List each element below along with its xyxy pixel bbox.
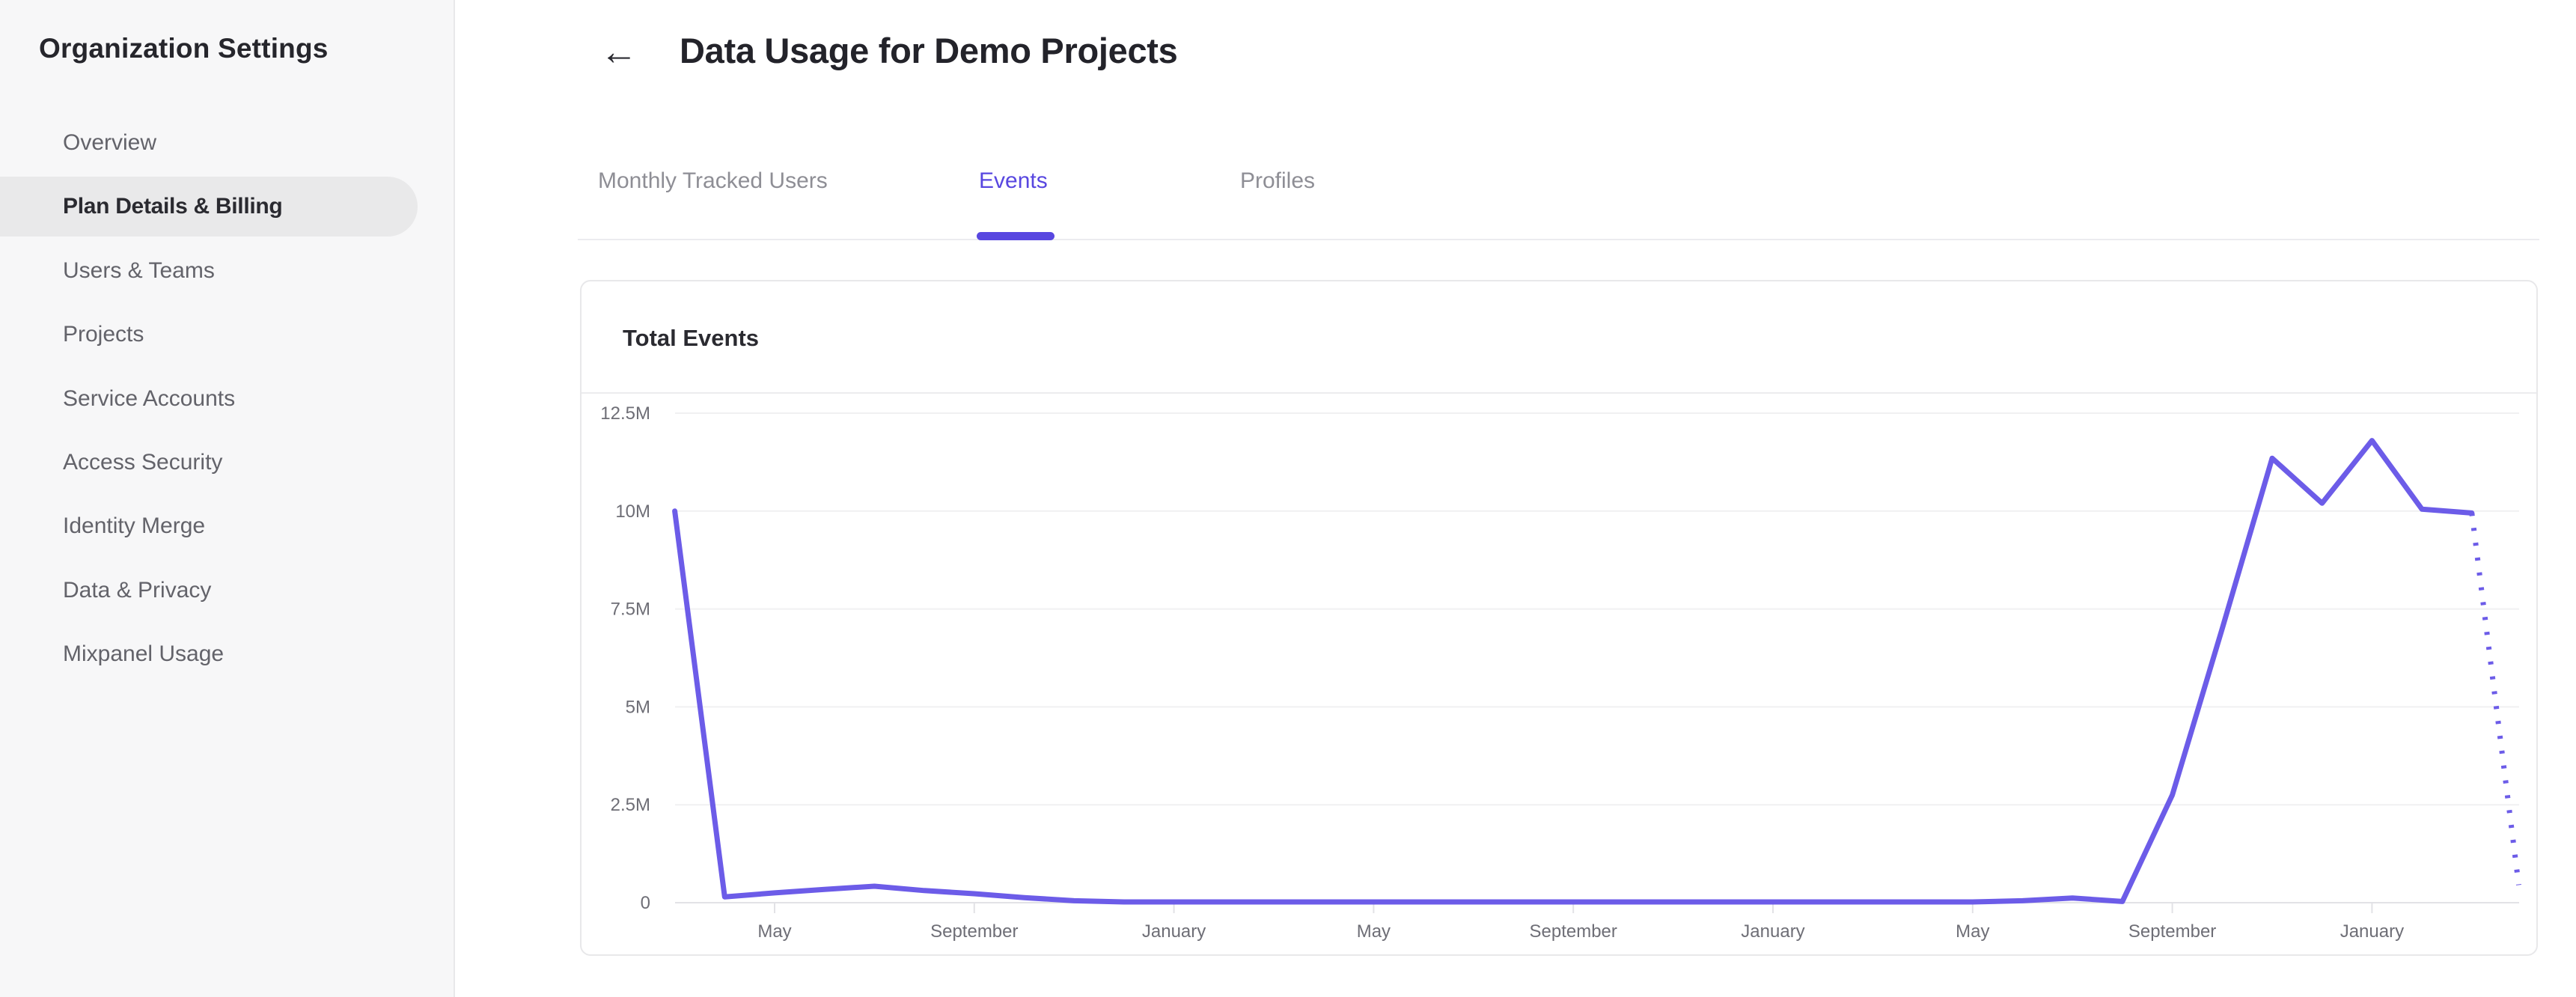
x-axis-label-5: January <box>1741 921 1804 942</box>
sidebar-item-label: Projects <box>63 322 144 347</box>
y-axis-label-0: 0 <box>641 893 650 913</box>
sidebar-item-overview[interactable]: Overview <box>0 111 455 175</box>
back-button[interactable]: ← <box>600 31 638 73</box>
y-axis-label-2.5M: 2.5M <box>611 795 650 815</box>
x-axis-label-1: September <box>930 921 1018 942</box>
x-axis-label-3: May <box>1357 921 1391 942</box>
tab-profiles[interactable]: Profiles <box>1240 168 1316 193</box>
tab-bar-divider <box>578 239 2539 240</box>
sidebar-item-users-teams[interactable]: Users & Teams <box>0 239 455 303</box>
sidebar-item-identity-merge[interactable]: Identity Merge <box>0 494 455 558</box>
active-item-pill <box>0 177 418 237</box>
x-axis-label-6: May <box>1956 921 1989 942</box>
sidebar-item-label: Access Security <box>63 450 223 475</box>
y-axis-label-10M: 10M <box>615 501 650 522</box>
events-line-chart: 0 2.5M 5M 7.5M 10M 12.5M May September January Ma… <box>600 403 2521 942</box>
card-title: Total Events <box>623 325 760 351</box>
sidebar-item-mixpanel-usage[interactable]: Mixpanel Usage <box>0 622 455 686</box>
tab-monthly-tracked-users[interactable]: Monthly Tracked Users <box>598 168 828 193</box>
sidebar-item-label: Users & Teams <box>63 257 215 283</box>
sidebar-item-plan-details-billing[interactable]: Plan Details & Billing <box>0 174 455 239</box>
x-axis-label-0: May <box>757 921 791 942</box>
x-axis-label-7: September <box>2128 921 2216 942</box>
x-axis-label-4: September <box>1529 921 1617 942</box>
sidebar-item-data-privacy[interactable]: Data & Privacy <box>0 558 455 623</box>
x-axis-label-8: January <box>2340 921 2404 942</box>
active-tab-indicator <box>977 232 1054 240</box>
card-header: Total Events <box>582 281 2536 394</box>
projected-series-segment-dotted <box>2469 512 2521 885</box>
sidebar-item-label: Data & Privacy <box>63 577 212 603</box>
sidebar-item-label: Plan Details & Billing <box>63 194 283 219</box>
page-title: Data Usage for Demo Projects <box>680 31 1178 70</box>
y-axis-label-12.5M: 12.5M <box>600 403 650 424</box>
y-axis-label-7.5M: 7.5M <box>611 600 650 620</box>
total-events-series-line <box>672 438 2475 905</box>
sidebar: Organization Settings Overview Plan Detai… <box>0 0 455 997</box>
total-events-card: Total Events 0 2.5M 5M 7.5M 10M 12.5M May Septe… <box>580 280 2538 956</box>
sidebar-item-access-security[interactable]: Access Security <box>0 430 455 495</box>
y-axis-label-5M: 5M <box>626 697 650 717</box>
sidebar-item-projects[interactable]: Projects <box>0 302 455 367</box>
sidebar-item-label: Mixpanel Usage <box>63 641 225 667</box>
sidebar-item-label: Overview <box>63 130 157 155</box>
x-axis-label-2: January <box>1142 921 1206 942</box>
sidebar-item-label: Service Accounts <box>63 385 236 411</box>
tab-events[interactable]: Events <box>979 168 1048 193</box>
sidebar-item-label: Identity Merge <box>63 513 206 539</box>
sidebar-title: Organization Settings <box>39 33 329 64</box>
sidebar-item-service-accounts[interactable]: Service Accounts <box>0 367 455 431</box>
